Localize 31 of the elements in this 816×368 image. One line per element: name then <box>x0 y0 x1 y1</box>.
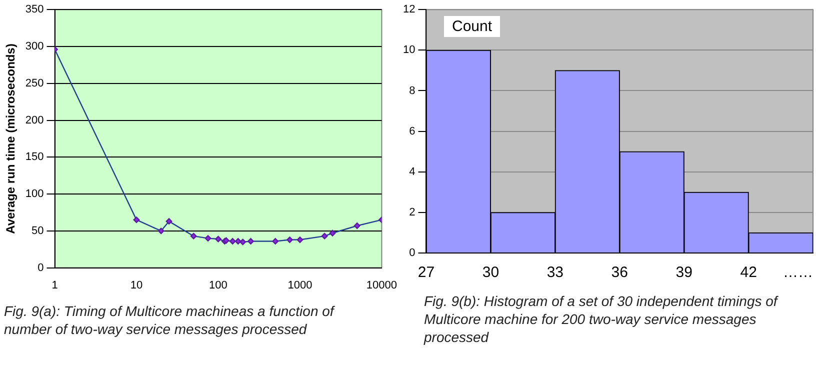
x-tick-label: 100 <box>209 279 228 292</box>
caption: Fig. 9(a): Timing of Multicore machineas a function of number of two-way service messages processed <box>4 302 336 338</box>
y-tick-label: 2 <box>409 206 416 218</box>
y-tick-label: 200 <box>25 114 44 126</box>
y-tick-label: 300 <box>25 40 44 53</box>
annotation: Count <box>444 16 500 37</box>
y-tick-label: 150 <box>25 151 44 164</box>
y-tick-label: 0 <box>409 247 416 260</box>
x-tick-label: 1000 <box>288 279 312 292</box>
y-tick-label: 250 <box>25 77 44 90</box>
x-tick-label: 10000 <box>366 279 398 292</box>
x-tick-label: …… <box>783 264 813 282</box>
x-tick-label: 30 <box>482 264 500 282</box>
y-tick-label: 350 <box>25 4 44 16</box>
y-tick-label: 0 <box>38 262 44 274</box>
x-tick-label: 10 <box>130 279 143 292</box>
y-tick-label: 12 <box>402 4 416 16</box>
y-tick-label: 100 <box>25 188 44 200</box>
y-tick-label: 8 <box>409 84 416 97</box>
x-tick-label: 36 <box>611 264 628 282</box>
x-tick-label: 1 <box>52 279 58 292</box>
x-tick-label: 42 <box>740 264 757 282</box>
y-tick-label: 4 <box>409 166 416 178</box>
caption: Fig. 9(b): Histogram of a set of 30 independent timings of Multicore machine for 200 two-way service messages processed <box>424 292 780 346</box>
y-tick-label: 50 <box>32 224 44 237</box>
x-tick-label: 27 <box>418 264 435 282</box>
y-tick-label: 10 <box>402 44 416 56</box>
y-axis-title: Average run time (microseconds) <box>4 44 18 234</box>
y-tick-label: 6 <box>409 125 416 138</box>
x-tick-label: 39 <box>676 264 692 282</box>
x-tick-label: 33 <box>546 264 564 282</box>
